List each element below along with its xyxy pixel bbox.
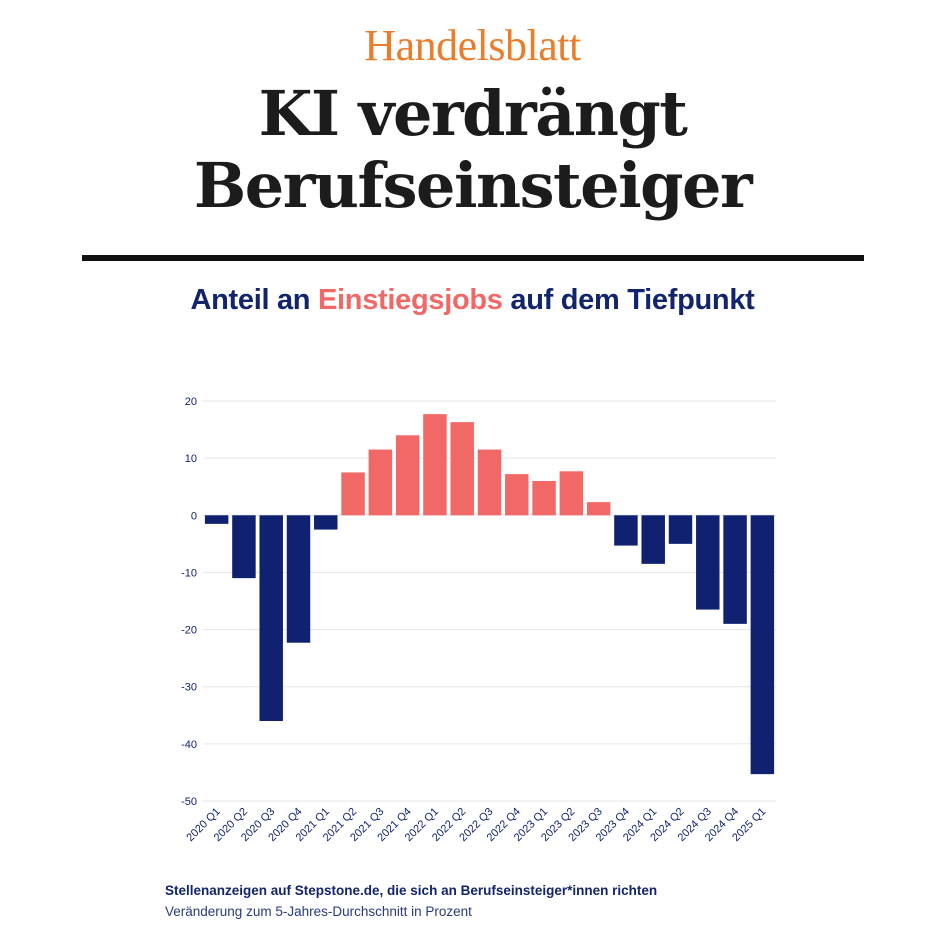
bar <box>723 515 747 624</box>
bar <box>668 515 693 544</box>
y-tick-label: -30 <box>181 682 197 694</box>
footnote-source: Stellenanzeigen auf Stepstone.de, die si… <box>165 883 658 898</box>
divider-rule <box>82 255 864 261</box>
y-tick-label: -40 <box>181 739 197 751</box>
bar <box>232 515 256 579</box>
bar <box>341 472 365 516</box>
bar <box>505 474 529 516</box>
bar <box>477 449 502 516</box>
footnote-unit: Veränderung zum 5-Jahres-Durchschnitt in… <box>165 904 472 919</box>
bar <box>314 515 338 530</box>
bar <box>423 414 447 516</box>
headline-line-1: KI verdrängt <box>258 77 688 150</box>
y-tick-label: 10 <box>185 453 197 465</box>
chart-title-part-1: Anteil an <box>190 284 318 316</box>
bar <box>450 422 474 516</box>
bar <box>259 515 283 721</box>
y-tick-label: -20 <box>181 625 197 637</box>
brand-logo: Handelsblatt <box>364 21 581 70</box>
bar <box>204 515 229 524</box>
headline: KI verdrängt Berufseinsteiger <box>0 78 945 222</box>
y-tick-label: 20 <box>185 396 197 408</box>
bar <box>750 515 775 775</box>
y-tick-label: -50 <box>181 796 197 808</box>
bar <box>559 471 584 516</box>
headline-line-2: Berufseinsteiger <box>193 149 753 222</box>
bar <box>395 435 420 516</box>
y-tick-label: 0 <box>191 510 197 522</box>
bar <box>586 502 611 516</box>
chart-title: Anteil an Einstiegsjobs auf dem Tiefpunk… <box>0 284 945 317</box>
bar <box>641 515 665 564</box>
bar <box>368 449 393 516</box>
chart-title-part-2: auf dem Tiefpunkt <box>502 284 755 316</box>
bar <box>532 481 556 516</box>
y-tick-label: -10 <box>181 567 197 579</box>
chart-title-highlight: Einstiegsjobs <box>317 284 503 316</box>
bar <box>286 515 311 643</box>
bar <box>696 515 720 610</box>
bar <box>614 515 638 546</box>
